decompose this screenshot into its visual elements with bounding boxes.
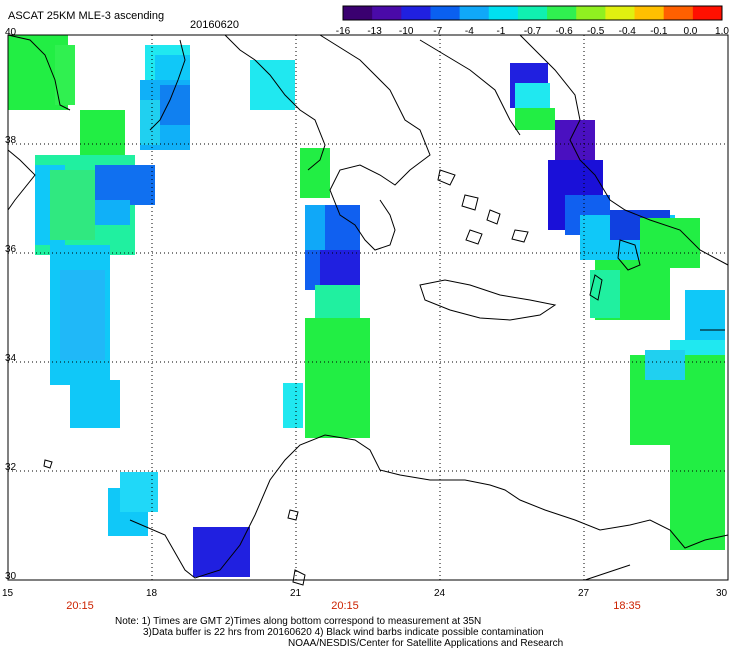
longitude-label: 18 (146, 588, 158, 599)
latitude-label: 40 (5, 27, 17, 38)
swath-cell (590, 270, 620, 318)
colorbar-label: -1 (496, 26, 506, 37)
colorbar-label: -0.5 (587, 26, 605, 37)
coastline-africa (129, 434, 729, 579)
swath-cell (50, 170, 95, 240)
colorbar-label: -0.6 (555, 26, 573, 37)
longitude-label: 27 (578, 588, 590, 599)
colorbar-label: -0.4 (618, 26, 636, 37)
swath-cell (515, 83, 550, 108)
swath-cell (283, 383, 303, 428)
colorbar-label: 1.0 (715, 26, 729, 37)
map-frame (7, 34, 729, 581)
colorbar-label: -13 (367, 26, 382, 37)
colorbar-label: -0.7 (523, 26, 542, 37)
longitude-label: 15 (2, 588, 14, 599)
swath-cell (645, 350, 685, 380)
swath-cell (140, 100, 160, 145)
latitude-label: 38 (5, 135, 17, 146)
colorbar (342, 5, 723, 21)
colorbar-segment (343, 6, 373, 20)
colorbar-label: 0.0 (683, 26, 698, 37)
colorbar-segment (372, 6, 402, 20)
graticule (8, 35, 728, 580)
coastline-sicily (7, 149, 36, 211)
swath-cell (320, 250, 360, 285)
swath-cell (515, 108, 555, 130)
swath-cell (315, 285, 360, 320)
colorbar-segment (401, 6, 431, 20)
swath-cell (95, 200, 130, 225)
latitude-label: 34 (5, 353, 17, 364)
colorbar-segment (430, 6, 461, 20)
swath-time-middle: 20:15 (331, 600, 359, 612)
colorbar-segment (605, 6, 636, 20)
note-line-3: NOAA/NESDIS/Center for Satellite Applica… (288, 638, 564, 649)
colorbar-segment (634, 6, 665, 20)
note-line-1: Note: 1) Times are GMT 2)Times along bot… (115, 616, 482, 627)
swath-cell (250, 60, 295, 110)
swath-cell (160, 85, 190, 125)
coastline-italy (7, 34, 71, 111)
longitude-label: 24 (434, 588, 446, 599)
swath-cell (60, 270, 105, 360)
swath-cell (55, 45, 75, 105)
colorbar-segment (663, 6, 694, 20)
swath-time-left: 20:15 (66, 600, 94, 612)
colorbar-segment (547, 6, 577, 20)
coastline-crete (419, 279, 557, 321)
colorbar-label: -16 (335, 26, 351, 37)
colorbar-segment (459, 6, 490, 20)
colorbar-frame (342, 5, 723, 21)
longitude-label: 21 (290, 588, 302, 599)
colorbar-segment (692, 6, 723, 20)
swath-cell (193, 527, 250, 577)
colorbar-label: -4 (464, 26, 474, 37)
swath-cell (305, 318, 370, 438)
colorbar-segment (576, 6, 606, 20)
latitude-label: 30 (5, 571, 17, 582)
swath-cell (305, 205, 325, 250)
swath-time-right: 18:35 (613, 600, 641, 612)
colorbar-label: -7 (433, 26, 443, 37)
latitude-label: 36 (5, 244, 17, 255)
swath-cell (300, 148, 330, 198)
colorbar-label: -10 (398, 26, 414, 37)
colorbar-segment (488, 6, 519, 20)
map-date: 20160620 (190, 19, 239, 31)
coastline-calabria (149, 39, 186, 131)
note-line-2: 3)Data buffer is 22 hrs from 20160620 4)… (143, 627, 544, 638)
coastlines (7, 34, 729, 586)
longitude-label: 30 (716, 588, 728, 599)
colorbar-label: -0.1 (650, 26, 668, 37)
swath-cell (70, 380, 120, 428)
map-title: ASCAT 25KM MLE-3 ascending (8, 10, 165, 22)
colorbar-segment (517, 6, 548, 20)
swath-cell (95, 165, 155, 205)
latitude-label: 32 (5, 462, 17, 473)
wind-data-swaths (8, 35, 725, 577)
swath-cell (670, 440, 725, 550)
